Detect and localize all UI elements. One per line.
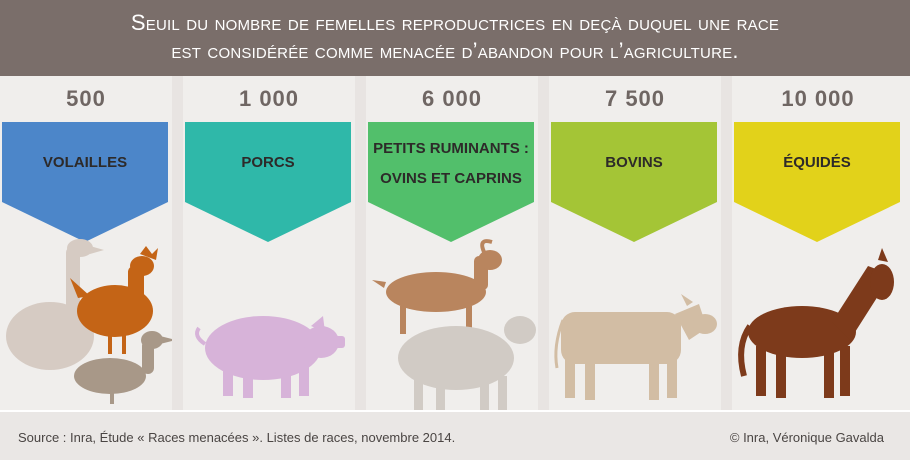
column-bovins: 7 500 BOVINS — [549, 76, 721, 410]
title-line-1: Seuil du nombre de femelles reproductric… — [130, 10, 780, 35]
page-title: Seuil du nombre de femelles reproductric… — [0, 0, 910, 76]
threshold-value: 6 000 — [421, 86, 483, 111]
title-line-2: est considérée comme menacée d’abandon p… — [171, 38, 739, 63]
threshold-value: 10 000 — [781, 86, 855, 111]
column-equides: 10 000 ÉQUIDÉS — [732, 76, 910, 410]
column-volailles: 500 VOLAILLES — [0, 76, 176, 410]
horse-icon — [732, 236, 904, 410]
cow-icon — [549, 236, 721, 410]
category-banner: PORCS — [185, 122, 351, 242]
category-banner: VOLAILLES — [2, 122, 168, 242]
threshold-value: 500 — [66, 86, 106, 111]
category-label: VOLAILLES — [42, 154, 128, 171]
pig-icon — [183, 236, 355, 410]
credit-text: © Inra, Véronique Gavalda — [729, 430, 884, 445]
category-banner: ÉQUIDÉS — [734, 122, 900, 242]
category-label-line-1: PETITS RUMINANTS : — [373, 140, 529, 157]
goat-sheep-icon — [366, 236, 538, 410]
column-porcs: 1 000 PORCS — [183, 76, 355, 410]
category-banner: BOVINS — [551, 122, 717, 242]
threshold-value: 7 500 — [604, 86, 666, 111]
source-text: Source : Inra, Étude « Races menacées ».… — [18, 430, 456, 445]
category-label: ÉQUIDÉS — [783, 154, 851, 171]
category-label: PORCS — [241, 154, 295, 171]
threshold-value: 1 000 — [238, 86, 300, 111]
poultry-icon — [0, 236, 176, 410]
column-petits-ruminants: 6 000 PETITS RUMINANTS : OVINS ET CAPRIN… — [366, 76, 538, 410]
category-label: BOVINS — [605, 154, 663, 171]
category-label-line-2: OVINS ET CAPRINS — [380, 170, 522, 187]
footer: Source : Inra, Étude « Races menacées ».… — [0, 410, 910, 460]
category-banner: PETITS RUMINANTS : OVINS ET CAPRINS — [368, 122, 534, 242]
